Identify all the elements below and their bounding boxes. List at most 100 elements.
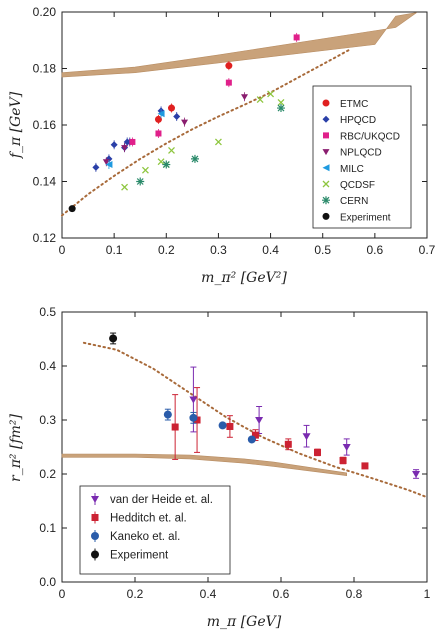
error-band <box>61 12 417 78</box>
x-tick-label: 0.4 <box>200 587 217 601</box>
data-point <box>121 145 129 152</box>
legend-marker <box>323 132 329 139</box>
data-point <box>189 396 198 404</box>
legend-frame <box>312 85 412 229</box>
y-axis-label: f_π [GeV] <box>8 91 24 159</box>
data-point <box>293 34 300 41</box>
x-tick-label: 0.6 <box>367 243 384 257</box>
y-tick-label: 0.16 <box>33 118 57 132</box>
legend-marker <box>91 532 99 540</box>
x-tick-label: 0.3 <box>210 243 227 257</box>
legend-marker <box>91 550 99 559</box>
data-point <box>256 96 264 104</box>
x-tick-label: 0.2 <box>158 243 175 257</box>
dotted-fit-curve <box>82 341 428 499</box>
x-tick-label: 0.4 <box>262 243 279 257</box>
y-tick-label: 0.12 <box>33 231 57 245</box>
legend-label: ETMC <box>340 99 368 110</box>
legend-marker <box>322 212 330 220</box>
data-point <box>241 94 248 101</box>
data-point <box>168 146 175 154</box>
chart-charge-radius: 0 0.2 0.4 0.6 0.8 1 0.0 0.1 0.2 0.3 0.4 0.5 m_π [G… <box>8 305 431 630</box>
legend-marker <box>322 149 330 156</box>
data-point <box>225 62 233 70</box>
legend-frame <box>79 485 231 575</box>
data-point <box>171 423 179 431</box>
legend-label: QCDSF <box>340 180 375 191</box>
legend-label: van der Heide et. al. <box>110 494 213 506</box>
legend-label: NPLQCD <box>340 148 382 159</box>
data-point <box>155 130 162 137</box>
x-tick-label: 1 <box>424 587 431 601</box>
x-tick-label: 0.5 <box>314 243 331 257</box>
data-point <box>412 471 421 478</box>
legend-marker <box>322 164 330 172</box>
legend: ETMC HPQCD RBC/UKQCD NPLQCD MILC QCDSF CERN Exp… <box>312 85 412 229</box>
data-point <box>163 410 172 419</box>
data-point <box>247 435 256 444</box>
data-point <box>314 448 321 456</box>
data-point <box>255 417 264 424</box>
x-tick-label: 0.7 <box>419 243 436 257</box>
data-point <box>136 177 145 186</box>
data-point <box>168 104 175 112</box>
data-point <box>339 457 347 464</box>
data-point <box>190 154 199 163</box>
y-tick-label: 0.0 <box>39 575 56 589</box>
data-point <box>105 161 113 169</box>
legend-label: MILC <box>340 164 364 175</box>
data-point <box>121 183 129 191</box>
data-point <box>193 416 201 424</box>
legend-marker <box>91 496 99 503</box>
legend-label: Experiment <box>110 550 169 562</box>
data-point <box>342 444 351 451</box>
legend-marker <box>322 115 330 123</box>
data-point <box>214 138 222 146</box>
y-axis-label: r_π² [fm²] <box>8 413 24 481</box>
data-point <box>157 110 165 118</box>
legend-label: HPQCD <box>340 115 376 126</box>
data-point <box>129 138 136 145</box>
x-axis-label: m_π² [GeV²] <box>201 270 287 286</box>
data-point <box>68 205 76 213</box>
legend-marker <box>91 514 99 521</box>
error-band <box>61 453 348 476</box>
data-point <box>361 462 369 470</box>
data-point <box>267 90 275 98</box>
dotted-fit-curve <box>61 49 350 217</box>
data-point <box>226 422 234 430</box>
data-point <box>157 158 165 166</box>
y-tick-label: 0.14 <box>33 175 57 189</box>
y-tick-label: 0.3 <box>39 413 56 427</box>
x-tick-label: 0.1 <box>106 243 123 257</box>
chart-fpi: 0 0.1 0.2 0.3 0.4 0.5 0.6 0.7 0.12 0.14 0.16 0.18 0… <box>8 5 436 286</box>
data-point <box>173 113 181 121</box>
x-axis-label: m_π [GeV] <box>207 614 282 630</box>
x-tick-label: 0.8 <box>346 587 363 601</box>
data-point <box>110 141 118 149</box>
legend-label: Hedditch et. al. <box>110 513 187 525</box>
legend: van der Heide et. al. Hedditch et. al. Kan… <box>79 485 231 575</box>
y-tick-label: 0.20 <box>33 5 57 19</box>
x-tick-label: 0.2 <box>127 587 144 601</box>
y-tick-label: 0.4 <box>39 359 56 373</box>
data-point <box>154 115 162 123</box>
data-point <box>102 159 110 166</box>
data-point <box>284 440 292 448</box>
data-point <box>277 98 285 106</box>
data-point <box>251 431 259 439</box>
y-tick-label: 0.2 <box>39 467 56 481</box>
data-point <box>302 433 311 441</box>
data-point <box>162 160 171 169</box>
legend-label: RBC/UKQCD <box>340 131 400 142</box>
legend-label: Kaneko et. al. <box>110 531 180 543</box>
y-tick-label: 0.5 <box>39 305 56 319</box>
legend-marker <box>322 196 330 205</box>
legend-label: Experiment <box>340 212 391 223</box>
data-point <box>218 421 227 430</box>
legend-label: CERN <box>340 196 368 207</box>
data-point <box>141 166 149 174</box>
legend-marker <box>322 180 330 188</box>
data-point <box>92 163 100 171</box>
